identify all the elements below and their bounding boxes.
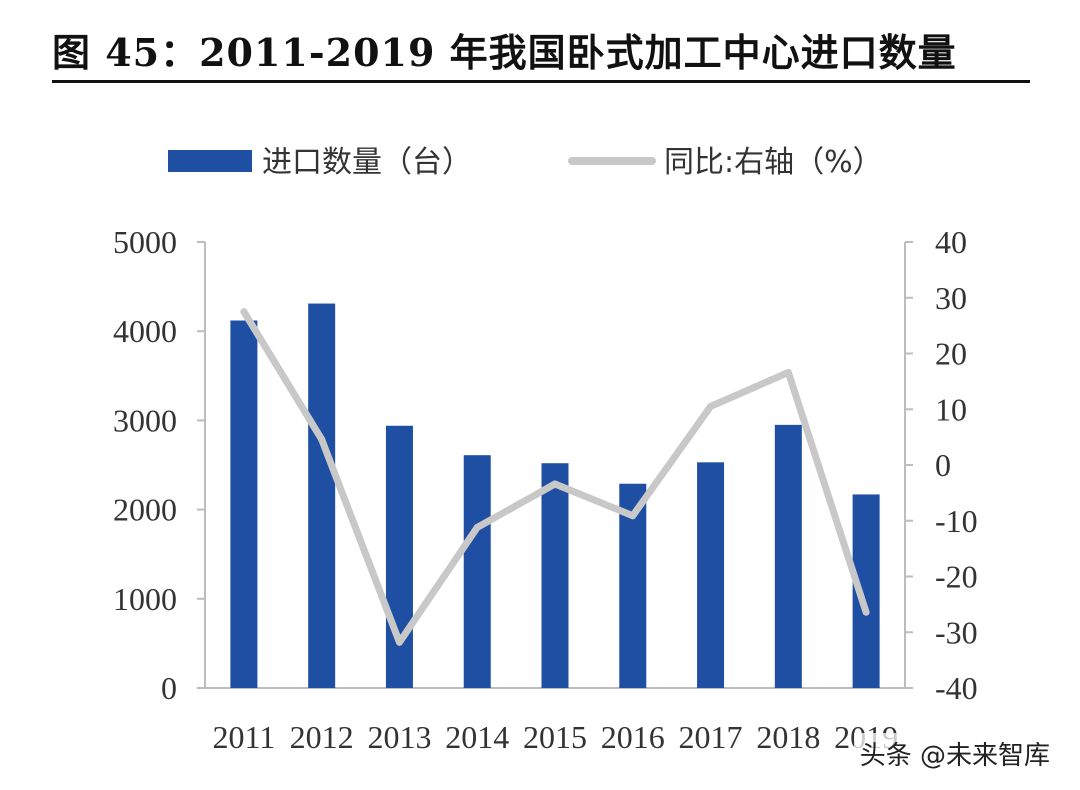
yoy-point-2011 [240, 308, 248, 316]
right-tick-label: 0 [935, 447, 951, 483]
chart-title: 图 45：2011-2019 年我国卧式加工中心进口数量 [52, 30, 957, 75]
right-tick-label: 20 [935, 336, 967, 372]
right-tick-label: -40 [935, 670, 978, 706]
x-tick-label: 2018 [756, 719, 820, 755]
bar-2017 [697, 462, 725, 688]
bar-2018 [774, 424, 802, 688]
bar-2011 [230, 320, 258, 688]
right-tick-labels: 40 30 20 10 0 -10 -20 -30 -40 [905, 224, 978, 706]
left-tick-label: 5000 [113, 224, 177, 260]
left-tick-labels: 5000 4000 3000 2000 1000 0 [113, 224, 205, 706]
x-tick-label: 2011 [212, 719, 275, 755]
yoy-point-2017 [707, 402, 715, 410]
bar-2014 [463, 455, 491, 688]
x-tick-label: 2014 [445, 719, 509, 755]
x-tick-label: 2017 [679, 719, 743, 755]
left-tick-label: 0 [161, 670, 177, 706]
x-tick-label: 2015 [523, 719, 587, 755]
yoy-point-2013 [395, 638, 403, 646]
title-divider [52, 80, 1030, 83]
left-tick-label: 4000 [113, 313, 177, 349]
bar-series [230, 303, 880, 688]
watermark: 头条 @未来智库 [853, 733, 1056, 774]
x-tick-label: 2016 [601, 719, 665, 755]
right-tick-label: -20 [935, 559, 978, 595]
left-tick-label: 2000 [113, 492, 177, 528]
x-tick-label: 2013 [367, 719, 431, 755]
yoy-point-2019 [862, 608, 870, 616]
right-tick-label: 40 [935, 224, 967, 260]
yoy-point-2012 [318, 435, 326, 443]
yoy-point-2018 [784, 368, 792, 376]
right-tick-label: -10 [935, 503, 978, 539]
legend-bar-label: 进口数量（台） [262, 145, 472, 180]
bar-2012 [308, 303, 336, 688]
yoy-point-2014 [473, 523, 481, 531]
left-tick-label: 1000 [113, 581, 177, 617]
bar-2013 [385, 425, 413, 688]
line-series [240, 308, 870, 646]
legend-line-label: 同比:右轴（%） [664, 145, 883, 180]
right-tick-label: 10 [935, 391, 967, 427]
right-tick-label: -30 [935, 614, 978, 650]
left-tick-label: 3000 [113, 402, 177, 438]
legend: 进口数量（台） 同比:右轴（%） [168, 145, 883, 180]
legend-bar-swatch [168, 150, 252, 172]
bar-2015 [541, 463, 569, 688]
x-tick-label: 2012 [290, 719, 354, 755]
yoy-point-2015 [551, 480, 559, 488]
right-tick-label: 30 [935, 280, 967, 316]
yoy-point-2016 [629, 512, 637, 520]
x-tick-labels: 201120122013201420152016201720182019 [212, 719, 898, 755]
